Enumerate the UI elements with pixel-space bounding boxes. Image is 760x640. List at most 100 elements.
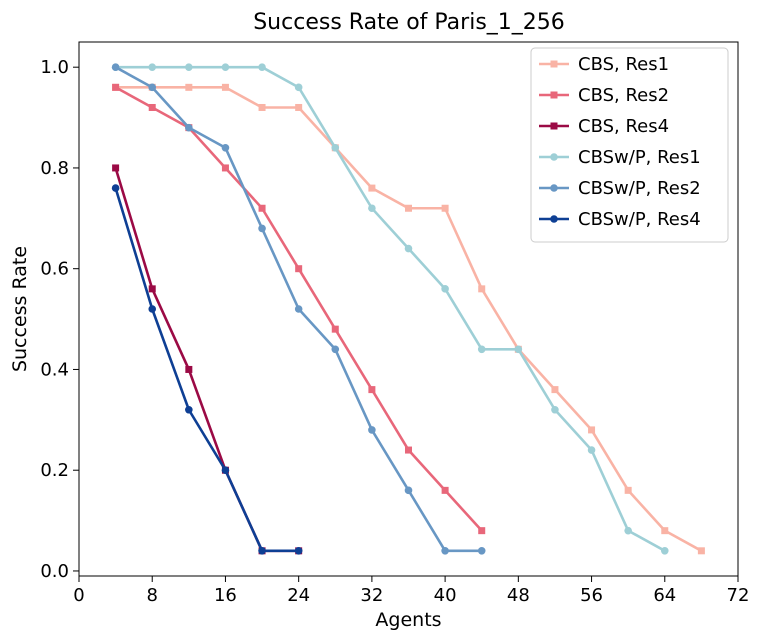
data-point [441,204,449,212]
data-point [185,123,193,132]
data-point [185,63,193,71]
y-tick-label: 1.0 [40,57,69,78]
data-point [294,547,303,555]
legend-label: CBSw/P, Res2 [578,178,701,199]
legend-swatch-marker [550,215,558,223]
legend-label: CBS, Res4 [578,116,669,137]
data-point [331,345,340,354]
data-point [111,63,120,71]
data-point [551,405,559,414]
plot-frame [78,41,739,577]
data-point [368,184,376,192]
data-point [221,83,229,91]
y-tick-label: 0.0 [40,561,69,582]
data-point [588,426,596,434]
data-point [551,386,559,394]
data-point [148,285,156,293]
data-point [221,164,229,172]
data-point [185,365,193,373]
legend-label: CBS, Res1 [578,54,669,75]
data-point [404,486,413,495]
data-point [112,164,120,172]
data-point [295,265,303,273]
data-point [258,63,266,71]
data-point [185,83,193,91]
data-point [477,547,486,555]
data-point [441,285,449,293]
data-point [587,446,596,454]
y-axis-title: Success Rate [9,246,31,372]
legend-label: CBSw/P, Res4 [578,209,701,230]
legend-swatch-marker [550,91,558,99]
axes: 0 8 16 24 32 40 48 56 64 72 0.0 0.2 0.4 0.6 0.8 1.0 [40,57,749,606]
x-tick-label: 72 [727,585,750,606]
data-point [111,184,120,192]
series-4 [111,63,486,555]
data-point [148,63,157,71]
y-tick-label: 0.2 [40,460,69,481]
data-point [258,103,266,111]
data-point [221,63,230,71]
x-tick-label: 56 [580,585,603,606]
series-line [114,187,299,553]
data-point [661,527,669,535]
data-point [660,547,669,555]
data-point [404,244,413,253]
chart-title: Success Rate of Paris_1_256 [253,10,565,35]
x-tick-label: 24 [287,585,310,606]
data-point [331,325,339,333]
data-point [514,345,523,354]
x-tick-label: 0 [73,585,84,606]
data-point [624,486,632,494]
data-point [258,547,266,555]
data-point [221,466,230,475]
data-point [148,305,157,313]
legend-item: CBS, Res1 [539,54,669,75]
data-point [478,285,486,293]
series-line [115,65,666,552]
legend-swatch-marker [550,122,558,130]
legend-label: CBS, Res2 [578,85,669,106]
series-3 [111,63,669,555]
data-point [368,426,376,434]
data-point [697,547,705,555]
data-point [295,103,303,111]
x-tick-label: 8 [146,585,157,606]
y-tick-label: 0.6 [40,259,69,280]
data-point [477,345,486,354]
data-point [441,547,449,555]
x-tick-label: 40 [434,585,457,606]
x-tick-label: 48 [507,585,530,606]
legend-swatch-marker [550,184,558,192]
data-point [368,386,376,394]
legend-swatch-marker [550,153,558,161]
x-tick-label: 16 [214,585,237,606]
data-point [478,527,486,535]
data-point [294,83,303,92]
legend-box [530,47,729,243]
data-point [148,83,157,92]
legend-swatch-marker [550,60,558,68]
legend-item: CBSw/P, Res1 [539,147,701,168]
legend-item: CBS, Res4 [539,116,669,137]
legend-label: CBSw/P, Res1 [578,147,701,168]
data-point [331,143,340,152]
series-5 [111,184,303,555]
data-point [148,103,156,111]
data-point [441,486,449,494]
data-point [368,204,376,213]
legend-item: CBSw/P, Res2 [539,178,701,199]
data-point [221,143,230,152]
data-point [112,83,120,91]
x-tick-label: 32 [360,585,383,606]
x-axis-title: Agents [375,609,441,631]
plot-area [111,63,705,555]
y-tick-label: 0.4 [40,359,69,380]
legend: CBS, Res1 CBS, Res2 CBS, Res4 CBSw/P, Res1 C… [530,47,729,243]
legend-item: CBS, Res2 [539,85,669,106]
data-point [185,405,193,414]
data-point [405,446,412,454]
data-point [624,526,632,535]
data-point [294,305,303,313]
